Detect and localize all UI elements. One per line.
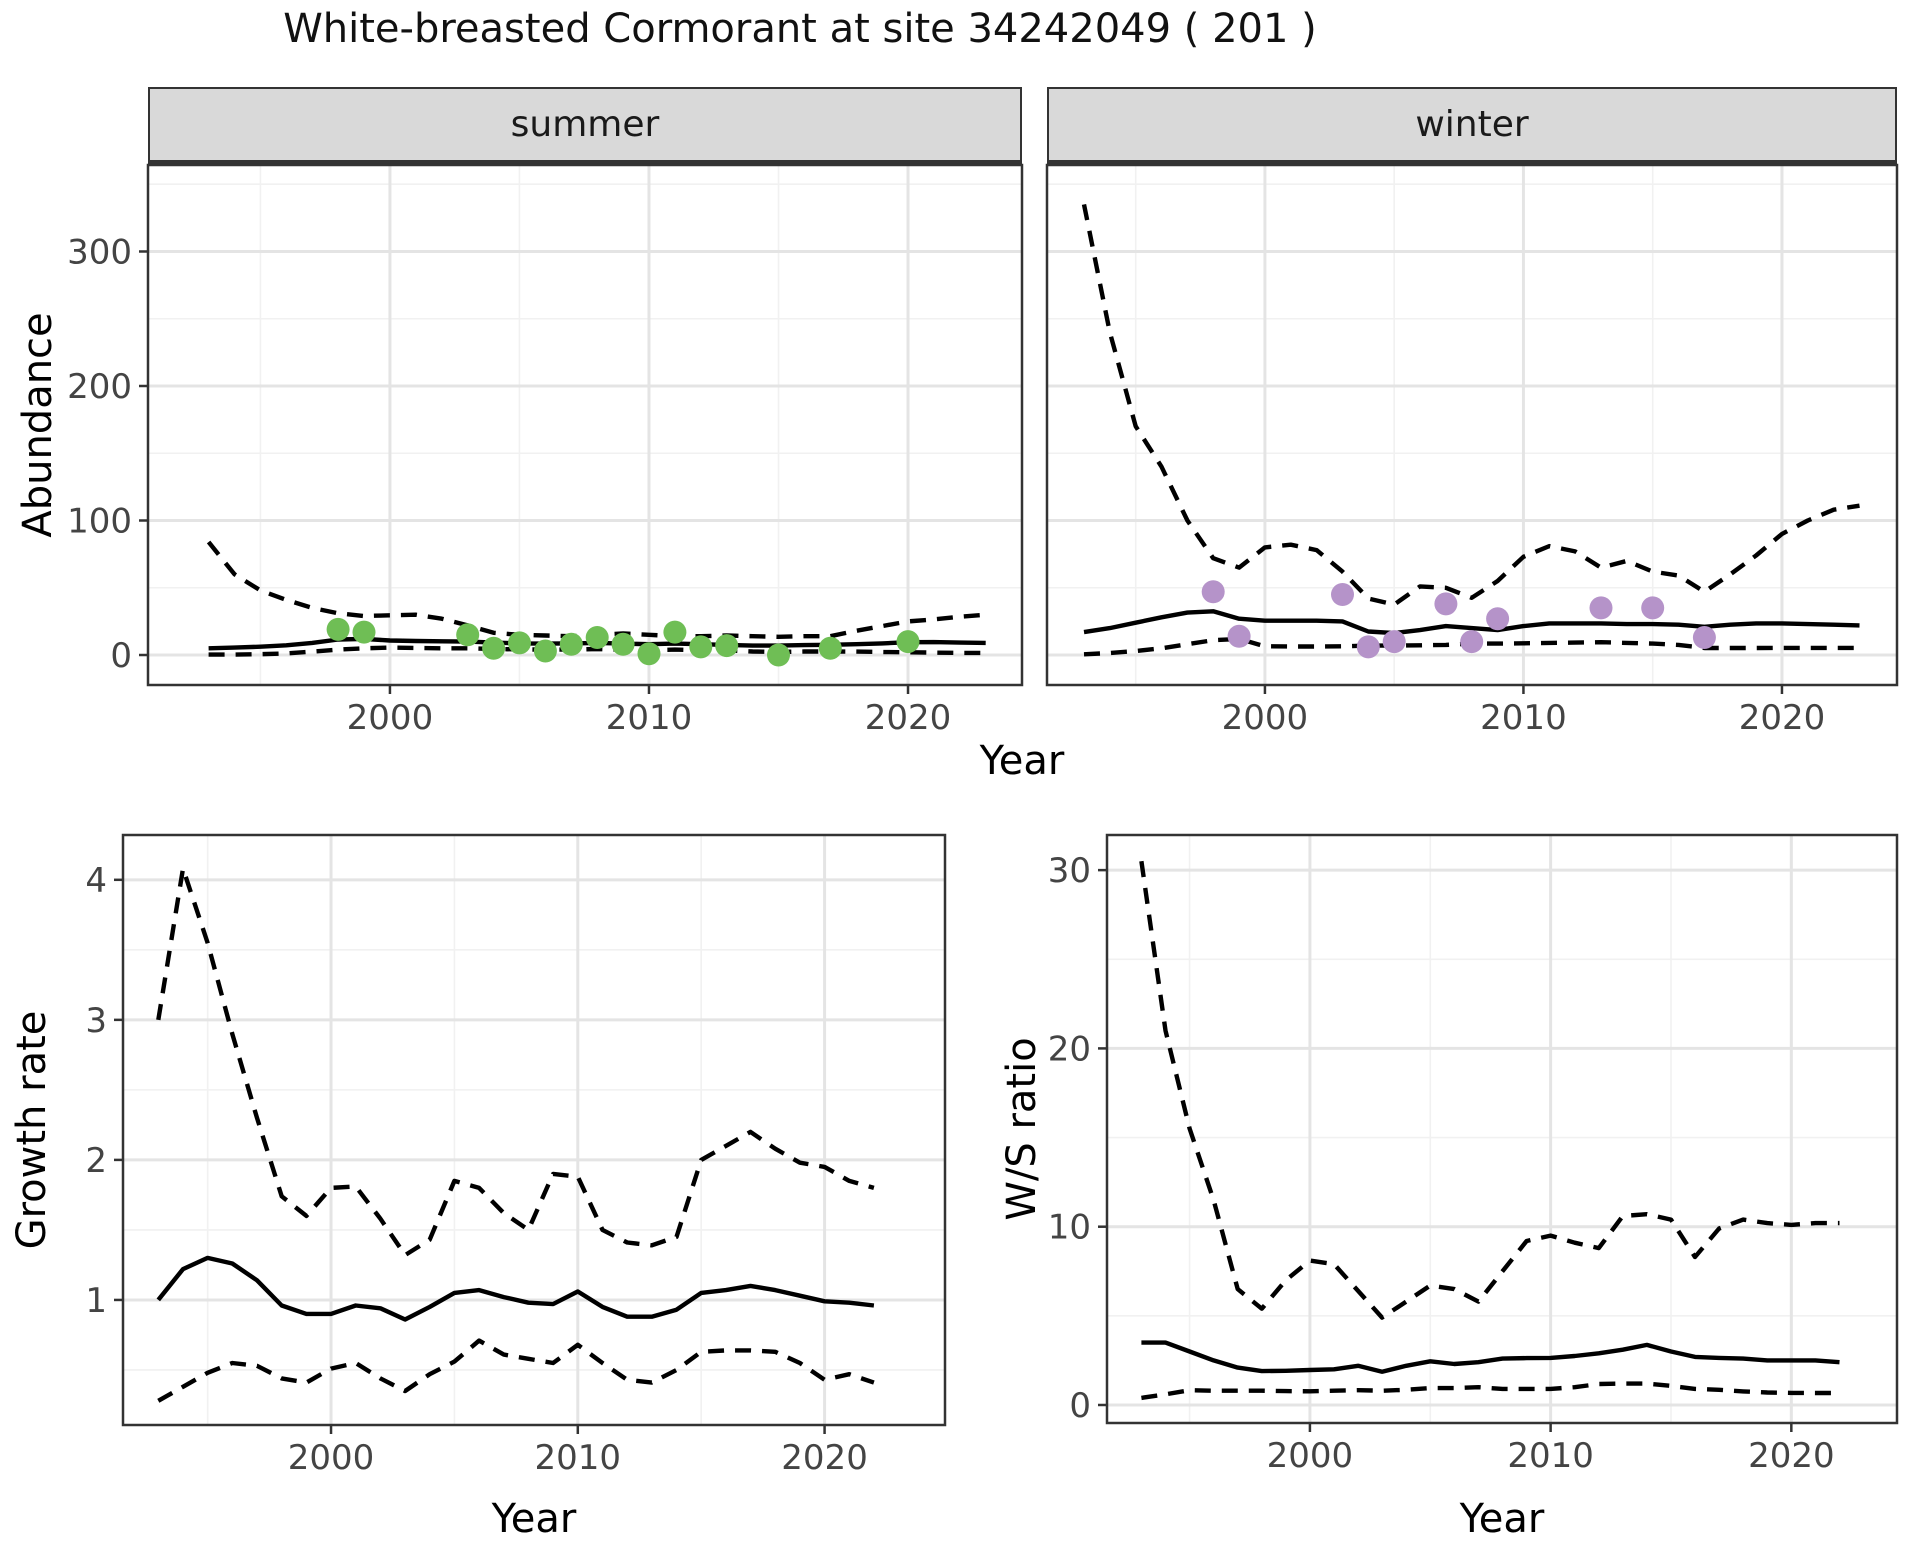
facet-strip-winter: winter [1047, 87, 1897, 165]
data-point [663, 620, 687, 644]
data-point [508, 631, 531, 655]
series-lower-ci [1141, 1381, 1840, 1401]
facet-label-winter: winter [1415, 104, 1529, 145]
facet-label-summer: summer [510, 104, 660, 145]
data-point [456, 623, 480, 647]
x-tick-label: 2000 [1267, 1436, 1354, 1476]
year-axis-title-top: Year [979, 738, 1065, 784]
y-tick-label: 3 [85, 1001, 107, 1041]
y-tick-label: 200 [67, 367, 132, 407]
data-point [689, 635, 713, 659]
y-tick-label: 0 [1069, 1386, 1091, 1426]
data-point [1692, 626, 1716, 649]
data-point [611, 632, 635, 656]
year-axis-title-bottom-left: Year [491, 1496, 577, 1542]
data-point [1201, 580, 1225, 604]
x-tick-label: 2020 [865, 698, 952, 738]
x-tick-label: 2010 [606, 698, 693, 738]
x-axis: 2000 2010 2020 [1267, 1423, 1835, 1476]
series-median [1083, 609, 1860, 636]
gridlines [148, 165, 1022, 685]
data-point [1331, 583, 1354, 606]
panel-growth-rate: 2000 2010 2020 1 2 3 4 [85, 833, 947, 1478]
data-point [1382, 630, 1406, 654]
observation-points [326, 617, 920, 667]
data-point [533, 639, 557, 663]
y-tick-label: 2 [85, 1141, 107, 1181]
data-point [1641, 596, 1665, 620]
y-axis: 0 100 200 300 [67, 232, 148, 676]
year-axis-title-bottom-right: Year [1459, 1496, 1545, 1542]
data-point [767, 643, 790, 667]
y-tick-label: 0 [110, 636, 132, 676]
series-upper-ci [1081, 203, 1860, 607]
panel-border [1045, 163, 1899, 687]
series-median [156, 1255, 875, 1322]
x-tick-label: 2000 [347, 698, 434, 738]
y-tick-label: 100 [67, 501, 132, 541]
y-tick-label: 300 [67, 232, 132, 272]
x-tick-label: 2010 [535, 1438, 622, 1478]
facet-strip-summer: summer [148, 87, 1022, 165]
panel-background [1047, 165, 1897, 685]
y-tick-label: 10 [1048, 1208, 1091, 1248]
y-tick-label: 4 [85, 861, 107, 901]
panel-border [1105, 833, 1899, 1425]
data-point [818, 636, 842, 660]
series-upper-ci [1139, 860, 1840, 1320]
gridlines [1047, 165, 1897, 685]
x-tick-label: 2010 [1480, 698, 1567, 738]
data-point [559, 632, 583, 656]
data-point [1486, 607, 1510, 631]
y-tick-label: 30 [1048, 851, 1091, 891]
panel-background [1107, 835, 1897, 1423]
page-title: White-breasted Cormorant at site 3424204… [283, 6, 1317, 52]
y-axis: 0 10 20 30 [1048, 851, 1107, 1426]
data-point [352, 620, 376, 644]
series-upper-ci [156, 866, 875, 1258]
data-point [1227, 624, 1251, 648]
gridlines [123, 835, 945, 1425]
data-point [1356, 635, 1380, 659]
x-axis: 2000 2010 2020 [347, 685, 952, 738]
observation-points [1201, 580, 1716, 659]
x-axis: 2000 2010 2020 [1222, 685, 1826, 738]
panel-border [146, 163, 1024, 687]
data-point [1589, 596, 1613, 620]
data-point [1460, 630, 1484, 654]
panel-border [121, 833, 947, 1427]
y-tick-label: 20 [1048, 1029, 1091, 1069]
panel-abundance-winter: 2000 2010 2020 [1045, 163, 1899, 738]
data-point [637, 642, 661, 666]
data-point [585, 626, 609, 649]
data-point [1434, 592, 1458, 616]
x-tick-label: 2020 [781, 1438, 868, 1478]
panel-ws-ratio: 2000 2010 2020 0 10 20 30 [1048, 833, 1899, 1476]
panel-background [148, 165, 1022, 685]
y-tick-label: 1 [85, 1281, 107, 1321]
panel-abundance-summer: 2000 2010 2020 0 100 200 300 [67, 163, 1024, 738]
x-tick-label: 2000 [288, 1438, 375, 1478]
x-tick-label: 2020 [1739, 698, 1826, 738]
data-point [326, 617, 350, 641]
x-axis: 2000 2010 2020 [288, 1425, 868, 1478]
data-point [715, 634, 739, 658]
x-tick-label: 2020 [1748, 1436, 1835, 1476]
data-point [482, 636, 506, 660]
series-median [1141, 1340, 1840, 1374]
x-tick-label: 2010 [1507, 1436, 1594, 1476]
data-point [896, 630, 920, 654]
y-axis: 1 2 3 4 [85, 861, 123, 1321]
x-tick-label: 2000 [1222, 698, 1309, 738]
panel-background [123, 835, 945, 1425]
